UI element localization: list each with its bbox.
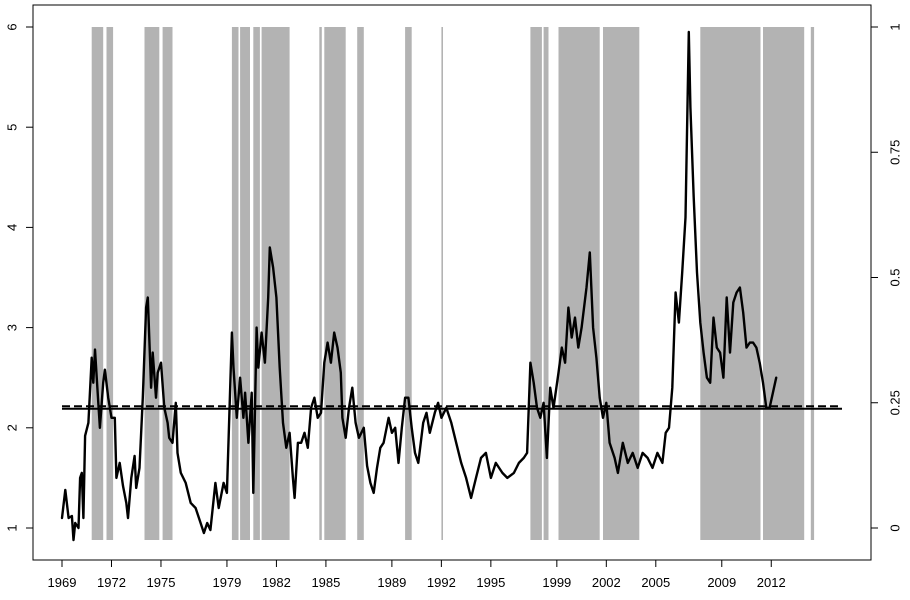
- shaded-region: [530, 27, 542, 540]
- y-right-tick-label: 0: [887, 524, 902, 531]
- shaded-region: [543, 27, 549, 540]
- x-tick-label: 2012: [757, 575, 786, 590]
- x-tick-label: 1989: [377, 575, 406, 590]
- shaded-region: [231, 27, 239, 540]
- x-axis: 1969 1972 1975 1979 1982 1985 1989 1992 1995 1999…: [48, 559, 786, 590]
- shaded-region: [106, 27, 114, 540]
- x-tick-label: 2005: [641, 575, 670, 590]
- reference-lines: [62, 405, 842, 410]
- x-tick-label: 1969: [48, 575, 77, 590]
- x-tick-label: 1979: [212, 575, 241, 590]
- x-tick-label: 1999: [542, 575, 571, 590]
- shaded-region: [810, 27, 815, 540]
- y-left-tick-label: 2: [4, 424, 19, 431]
- y-left-tick-label: 6: [4, 23, 19, 30]
- shaded-region: [91, 27, 104, 540]
- series-lines: [60, 30, 778, 542]
- x-tick-label: 1992: [427, 575, 456, 590]
- shaded-region: [162, 27, 173, 540]
- shaded-region: [324, 27, 346, 540]
- shaded-region: [603, 27, 640, 540]
- y-right-tick-label: 0.5: [887, 268, 902, 286]
- y-right-tick-label: 0.75: [887, 140, 902, 165]
- y-right-tick-label: 0.25: [887, 390, 902, 415]
- x-tick-label: 2002: [592, 575, 621, 590]
- y-right-tick-label: 1: [887, 23, 902, 30]
- x-tick-label: 1972: [97, 575, 126, 590]
- shaded-regions: [91, 27, 815, 540]
- x-tick-label: 1982: [262, 575, 291, 590]
- shaded-region: [253, 27, 260, 540]
- y-left-tick-label: 1: [4, 524, 19, 531]
- x-tick-label: 1975: [147, 575, 176, 590]
- y-axis-right: 0 0.25 0.5 0.75 1: [871, 23, 902, 532]
- y-left-tick-label: 4: [4, 224, 19, 231]
- y-axis-left: 1 2 3 4 5 6: [4, 23, 33, 532]
- x-tick-label: 1985: [311, 575, 340, 590]
- shaded-region: [319, 27, 322, 540]
- y-left-tick-label: 3: [4, 324, 19, 331]
- shaded-region: [144, 27, 160, 540]
- shaded-region: [405, 27, 412, 540]
- shaded-region: [240, 27, 250, 540]
- x-tick-label: 1995: [476, 575, 505, 590]
- shaded-region: [558, 27, 600, 540]
- x-tick-label: 2009: [707, 575, 736, 590]
- y-left-tick-label: 5: [4, 124, 19, 131]
- shaded-region: [441, 27, 443, 540]
- shaded-region: [357, 27, 364, 540]
- series-line: [60, 30, 778, 542]
- shaded-region: [763, 27, 805, 540]
- shaded-region: [700, 27, 761, 540]
